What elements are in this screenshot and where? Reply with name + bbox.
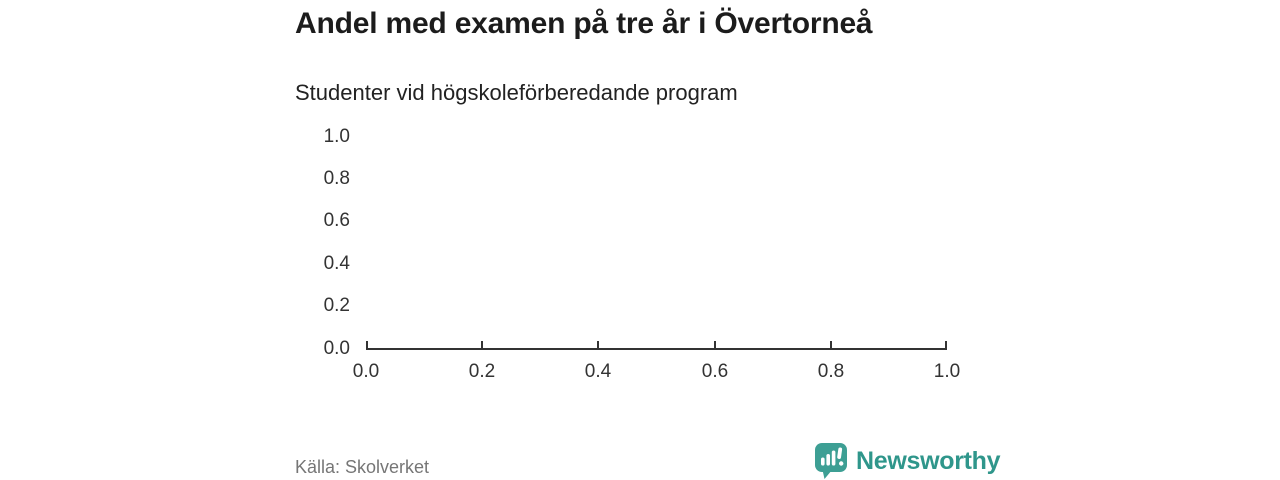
logo-bar-small	[821, 457, 825, 466]
x-axis-tick-mark	[597, 341, 599, 350]
x-axis-tick-label: 0.4	[584, 361, 612, 382]
newsworthy-logo: Newsworthy	[814, 442, 1001, 479]
source-caption: Källa: Skolverket	[295, 457, 430, 477]
logo-bubble-tail	[822, 470, 832, 479]
y-axis-tick-label: 0.6	[323, 210, 350, 231]
newsworthy-logo-icon	[815, 443, 847, 479]
x-axis-tick-mark	[830, 341, 832, 350]
x-axis-tick-label: 0.8	[817, 361, 845, 382]
x-axis-line	[366, 348, 947, 350]
x-axis-tick-mark	[366, 341, 368, 350]
x-axis-tick-label: 0.0	[352, 361, 380, 382]
logo-bubble-shape	[815, 443, 847, 472]
y-axis-tick-label: 0.8	[323, 168, 350, 189]
x-axis-tick-label: 0.6	[701, 361, 729, 382]
y-axis-tick-label: 1.0	[323, 126, 350, 147]
logo-bar-medium	[826, 454, 830, 466]
x-axis-tick-mark	[945, 341, 947, 350]
x-axis-tick-label: 0.2	[468, 361, 496, 382]
x-axis-tick-mark	[481, 341, 483, 350]
newsworthy-logo-text: Newsworthy	[856, 446, 1001, 475]
logo-bar-tall	[831, 450, 836, 466]
logo-exclamation-stem	[837, 447, 843, 459]
y-axis-tick-label: 0.4	[323, 253, 350, 274]
x-axis-tick-label: 1.0	[933, 361, 961, 382]
x-axis-tick-mark	[714, 341, 716, 350]
chart-title: Andel med examen på tre år i Övertorneå	[295, 7, 873, 40]
logo-exclamation-dot	[839, 461, 844, 466]
y-axis-tick-label: 0.2	[323, 295, 350, 316]
y-axis-tick-label: 0.0	[323, 338, 350, 359]
chart-subtitle: Studenter vid högskoleförberedande progr…	[295, 80, 738, 105]
